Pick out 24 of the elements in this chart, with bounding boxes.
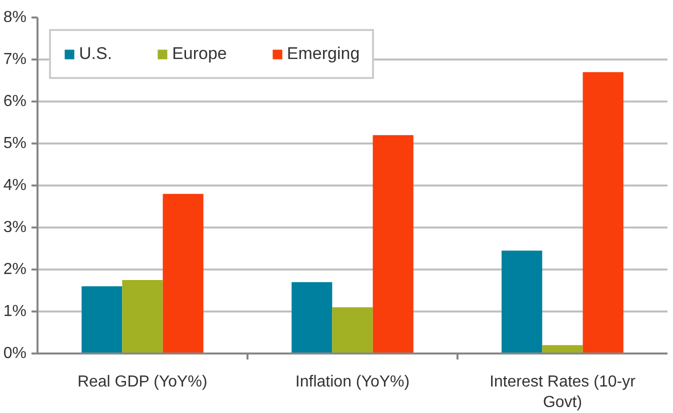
x-tick-label: Interest Rates (10-yr Govt) [490,374,636,411]
x-tick-label: Inflation (YoY%) [295,374,410,390]
y-tick-label: 5% [3,135,26,152]
y-tick-label: 4% [3,177,26,194]
y-tick-label: 3% [3,219,26,236]
y-tick-label: 0% [3,345,26,362]
legend-label: U.S. [79,43,112,65]
bar [502,250,542,354]
bar [122,280,163,354]
legend-label: Emerging [286,43,360,65]
bar [372,135,414,354]
bar [332,307,373,354]
y-tick-label: 7% [3,51,26,68]
y-tick-label: 6% [3,93,26,110]
bar [542,345,583,354]
y-tick-label: 1% [3,303,26,320]
legend-label: Europe [172,43,227,65]
bar [82,286,122,354]
bar [292,282,332,354]
x-tick-label: Real GDP (YoY%) [77,374,208,390]
bar [582,72,624,354]
bar [162,194,204,354]
y-tick-label: 2% [3,261,26,278]
y-tick-label: 8% [3,9,26,26]
